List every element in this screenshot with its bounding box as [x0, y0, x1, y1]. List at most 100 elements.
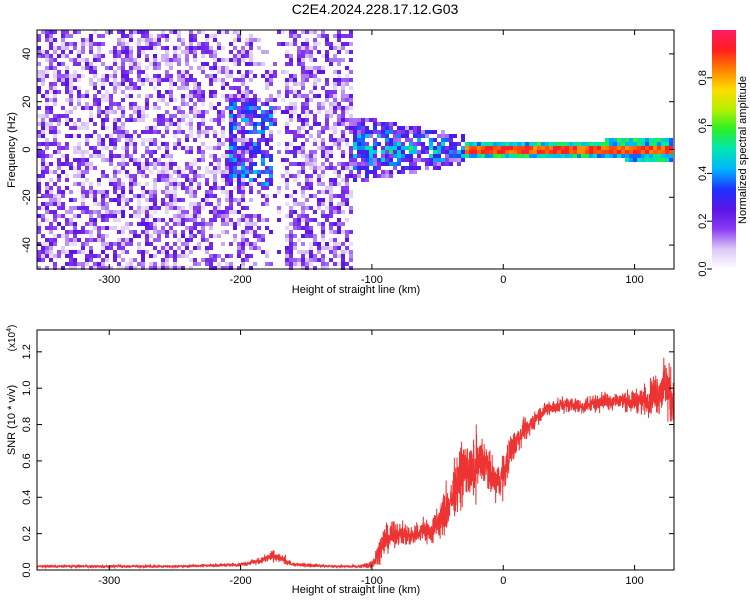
spectrogram-cell: [89, 210, 93, 214]
spectrogram-cell: [57, 234, 61, 238]
spectrogram-cell: [225, 70, 229, 74]
spectrogram-cell: [253, 126, 257, 130]
spectrogram-cell: [121, 50, 125, 54]
spectrogram-cell: [233, 142, 237, 146]
spectrogram-cell: [61, 190, 65, 194]
spectrogram-cell: [209, 34, 213, 38]
spectrogram-cell: [253, 110, 257, 114]
spectrogram-cell: [237, 218, 241, 222]
spectrogram-cell: [257, 150, 261, 154]
spectrogram-cell: [401, 126, 405, 130]
spectrogram-cell: [61, 106, 65, 110]
spectrogram-cell: [461, 154, 465, 158]
spectrogram-cell: [65, 158, 69, 162]
spectrogram-cell: [41, 82, 45, 86]
spectrogram-cell: [205, 238, 209, 242]
spectrogram-cell: [141, 170, 145, 174]
spectrogram-cell: [201, 122, 205, 126]
spectrogram-cell: [405, 146, 409, 150]
spectrogram-cell: [425, 134, 429, 138]
snr-y-tick-label: 1.2: [21, 344, 33, 359]
spectrogram-cell: [385, 122, 389, 126]
spectrogram-cell: [381, 130, 385, 134]
spectrogram-cell: [257, 218, 261, 222]
spectrogram-cell: [357, 150, 361, 154]
spectrogram-cell: [337, 78, 341, 82]
spectrogram-cell: [77, 162, 81, 166]
spectrogram-cell: [129, 238, 133, 242]
spectrogram-cell: [505, 142, 509, 146]
spectrogram-cell: [541, 142, 545, 146]
spectrogram-cell: [249, 158, 253, 162]
spectrogram-cell: [205, 170, 209, 174]
spectrogram-cell: [233, 86, 237, 90]
spectrogram-cell: [157, 206, 161, 210]
spectrogram-cell: [185, 190, 189, 194]
spectrogram-cell: [409, 142, 413, 146]
spectrogram-cell: [321, 254, 325, 258]
spectrogram-cell: [329, 138, 333, 142]
spectrogram-cell: [229, 98, 233, 102]
spectrogram-cell: [577, 146, 581, 150]
spectrogram-cell: [345, 178, 349, 182]
spectrogram-cell: [221, 58, 225, 62]
spectrogram-cell: [101, 262, 105, 266]
spectrogram-cell: [321, 190, 325, 194]
spectrogram-cell: [145, 150, 149, 154]
spectrogram-cell: [197, 46, 201, 50]
spectrogram-cell: [129, 54, 133, 58]
spectrogram-cell: [265, 226, 269, 230]
spectrogram-cell: [165, 234, 169, 238]
spectrogram-cell: [337, 62, 341, 66]
spectrogram-cell: [529, 146, 533, 150]
spectrogram-cell: [337, 106, 341, 110]
spectrogram-cell: [137, 202, 141, 206]
spectrogram-cell: [117, 218, 121, 222]
spectrogram-cell: [65, 90, 69, 94]
spectrogram-cell: [93, 194, 97, 198]
spectrogram-cell: [237, 62, 241, 66]
spectrogram-cell: [53, 210, 57, 214]
spectrogram-cell: [249, 58, 253, 62]
spectrogram-cell: [245, 170, 249, 174]
spectrogram-cell: [165, 126, 169, 130]
spectrogram-cell: [321, 34, 325, 38]
spectrogram-cell: [65, 254, 69, 258]
spectrogram-cell: [197, 90, 201, 94]
spectrogram-cell: [193, 58, 197, 62]
spectrogram-cell: [53, 194, 57, 198]
spectrogram-cell: [305, 42, 309, 46]
spectrogram-cell: [309, 74, 313, 78]
spectrogram-cell: [173, 254, 177, 258]
spectrogram-cell: [137, 66, 141, 70]
spectrogram-cell: [89, 106, 93, 110]
spectrogram-cell: [345, 238, 349, 242]
spectrogram-cell: [317, 50, 321, 54]
spectrogram-cell: [161, 266, 165, 270]
spectrogram-cell: [121, 110, 125, 114]
spectrogram-cell: [297, 238, 301, 242]
spectrogram-cell: [341, 106, 345, 110]
spectrogram-cell: [193, 262, 197, 266]
spectrogram-cell: [49, 246, 53, 250]
spectrogram-cell: [421, 146, 425, 150]
spectrogram-cell: [557, 154, 561, 158]
spectrogram-cell: [241, 114, 245, 118]
spectrogram-cell: [501, 150, 505, 154]
spectrogram-cell: [385, 126, 389, 130]
spectrogram-cell: [213, 118, 217, 122]
spectrogram-cell: [65, 82, 69, 86]
spectrogram-cell: [181, 218, 185, 222]
spectrogram-cell: [457, 154, 461, 158]
spectrogram-cell: [309, 98, 313, 102]
spectrogram-cell: [49, 238, 53, 242]
spectrogram-cell: [225, 198, 229, 202]
spectrogram-cell: [185, 122, 189, 126]
spectrogram-cell: [261, 118, 265, 122]
spectrogram-cell: [125, 58, 129, 62]
spectrogram-cell: [277, 90, 281, 94]
spectrogram-cell: [417, 150, 421, 154]
spectrogram-cell: [301, 94, 305, 98]
spectrogram-cell: [317, 42, 321, 46]
spectrogram-cell: [349, 58, 353, 62]
